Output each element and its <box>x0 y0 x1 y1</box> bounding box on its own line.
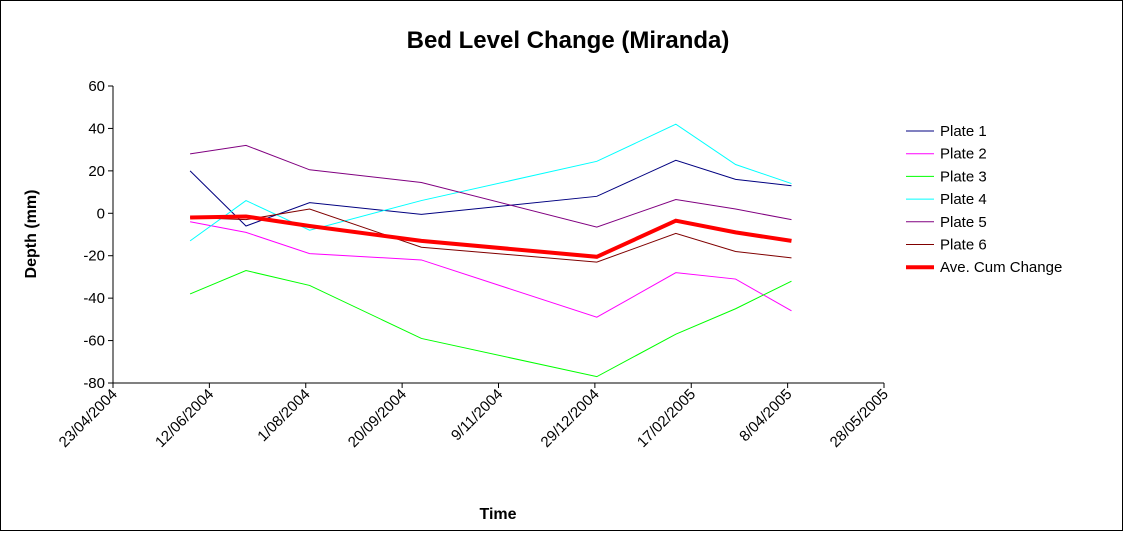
series-line <box>190 214 792 259</box>
y-tick-label: -20 <box>83 248 105 265</box>
legend-label: Plate 3 <box>940 168 987 185</box>
y-axis-label: Depth (mm) <box>23 190 40 279</box>
series-line <box>189 270 792 378</box>
x-axis-label: Time <box>479 506 516 523</box>
y-tick-label: 20 <box>88 163 105 180</box>
legend-label: Plate 4 <box>940 191 987 208</box>
legend-label: Plate 6 <box>940 237 987 254</box>
series-line <box>189 123 792 242</box>
series-line <box>190 144 792 228</box>
y-tick-label: 40 <box>88 120 105 137</box>
y-tick-label: 0 <box>97 205 105 222</box>
series-line <box>189 159 792 227</box>
legend-label: Plate 5 <box>940 214 987 231</box>
legend-label: Plate 1 <box>940 123 987 140</box>
series-line <box>190 221 792 318</box>
y-tick-label: -40 <box>83 290 105 307</box>
y-tick-label: -80 <box>83 375 105 392</box>
chart-title: Bed Level Change (Miranda) <box>407 27 730 54</box>
legend-label: Plate 2 <box>940 146 987 163</box>
legend-label: Ave. Cum Change <box>940 259 1062 276</box>
y-tick-label: 60 <box>88 78 105 95</box>
y-tick-label: -60 <box>83 333 105 350</box>
